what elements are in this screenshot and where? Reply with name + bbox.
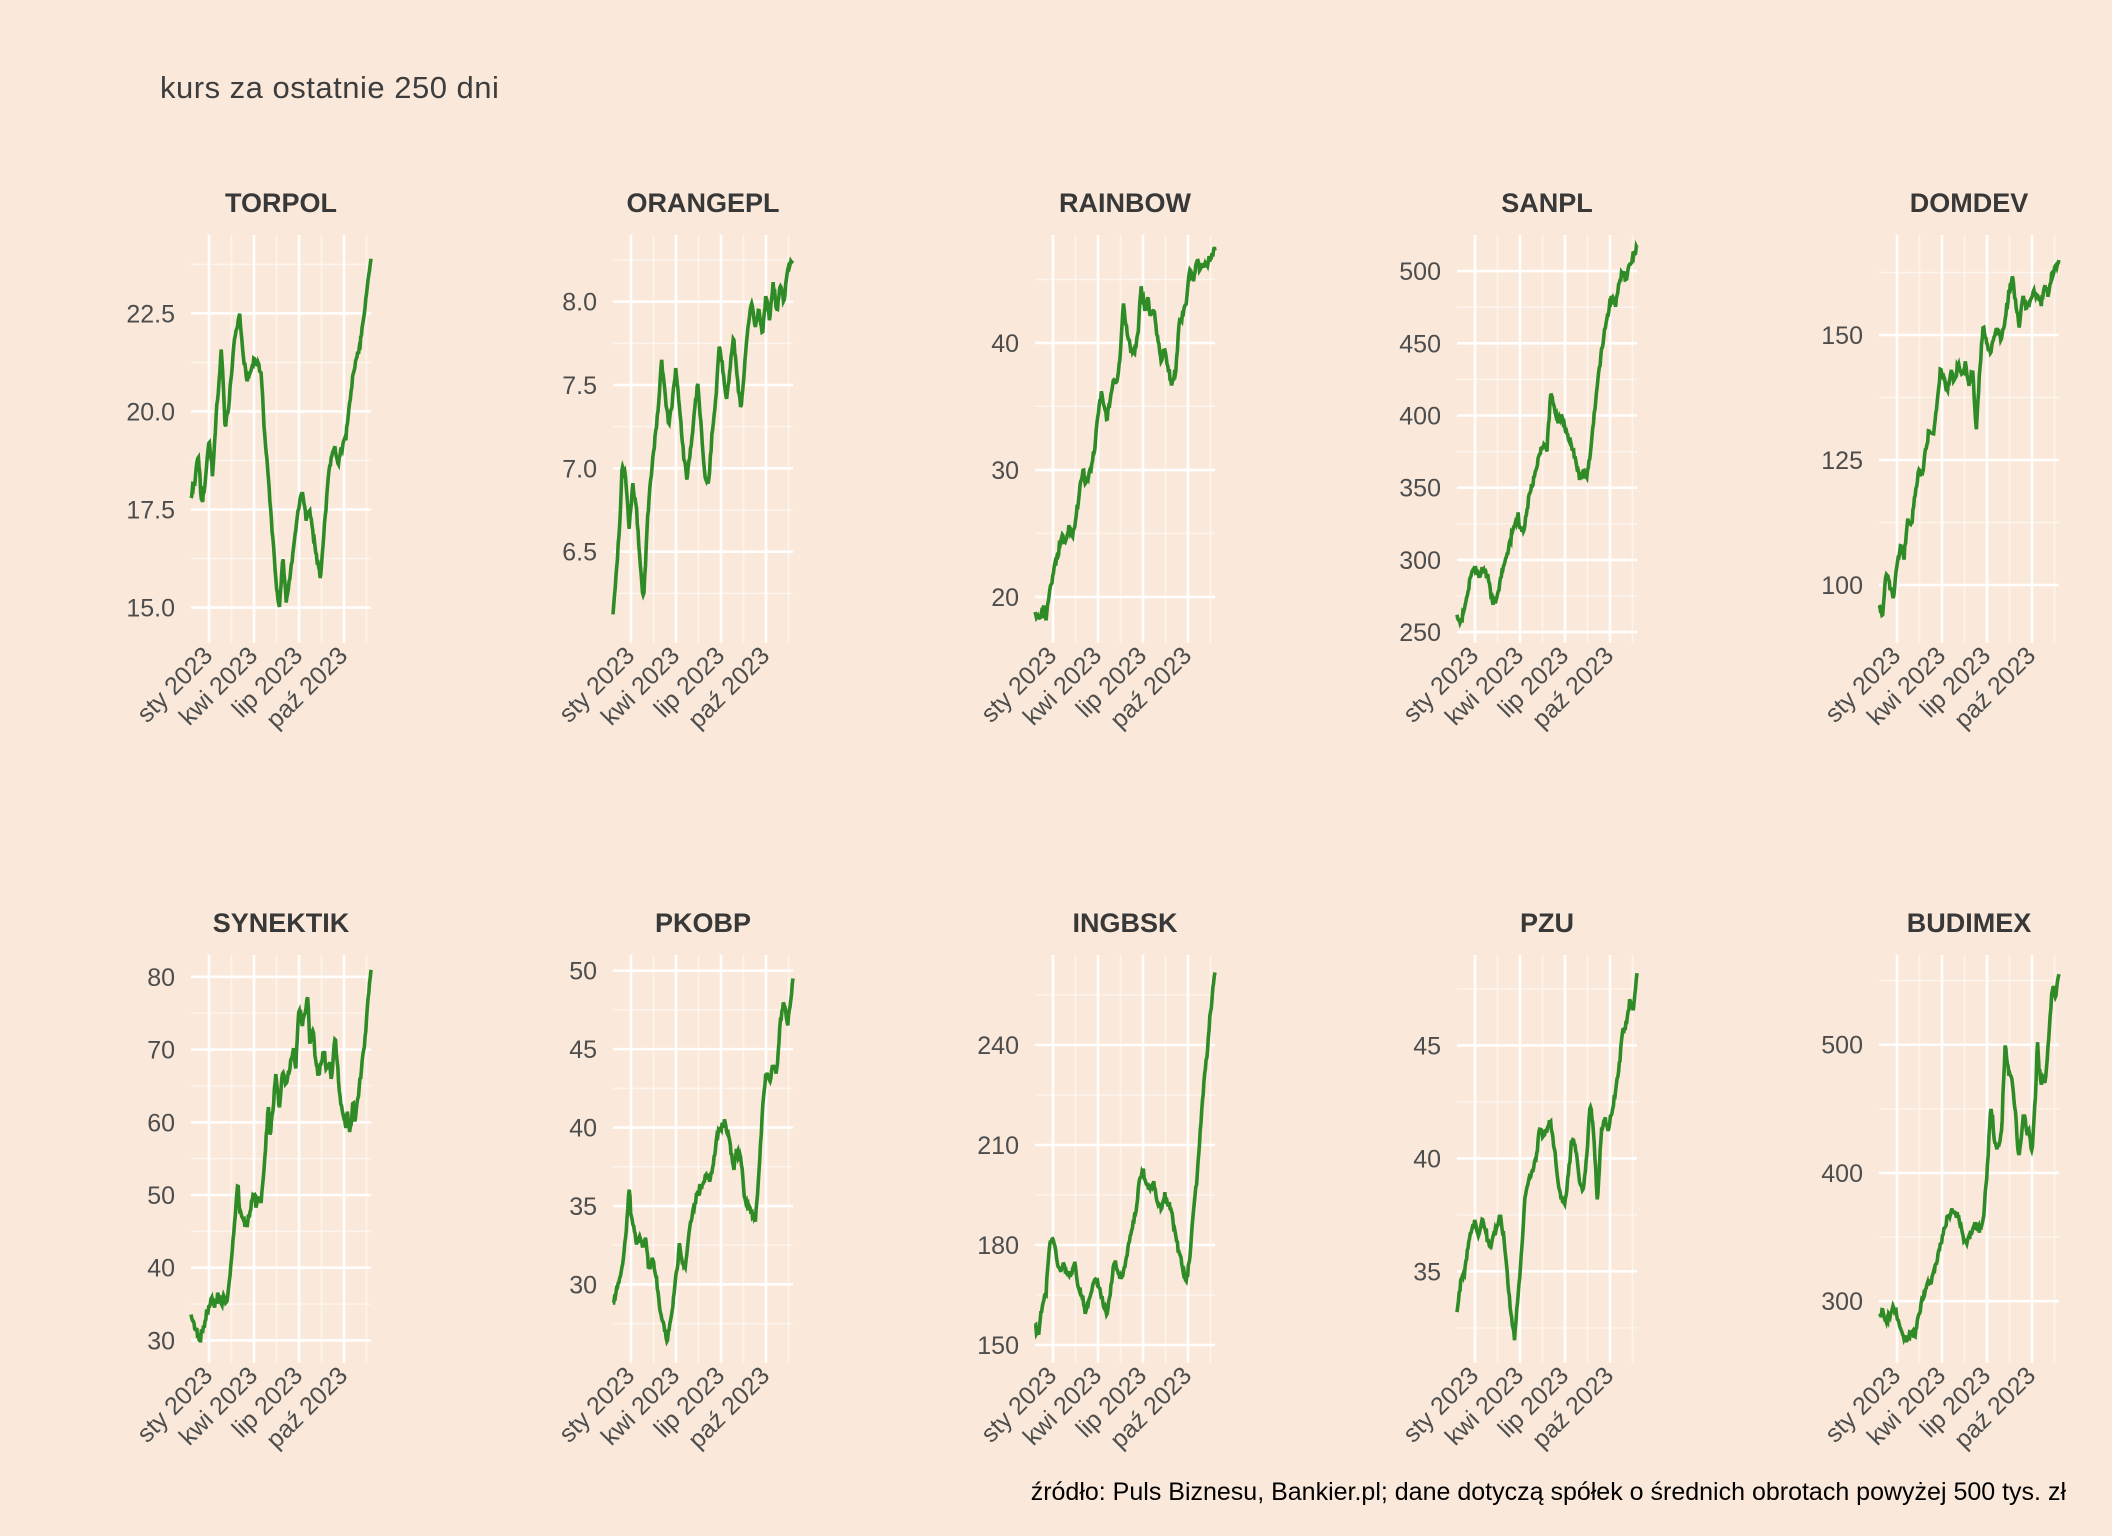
price-series-line (1877, 973, 2061, 1346)
y-axis-tick-label: 30 (569, 1271, 597, 1299)
chart-panel-domdev: DOMDEV 100 125 150 sty 2023 kwi 2023 lip 2023 p… (1689, 140, 2111, 740)
y-axis-tick-label: 400 (1399, 403, 1441, 431)
y-axis-tick-label: 6.5 (562, 539, 597, 567)
price-series-line (1033, 246, 1217, 623)
y-axis-tick-label: 500 (1399, 258, 1441, 286)
y-axis-tick-label: 100 (1821, 572, 1863, 600)
y-axis-tick-label: 450 (1399, 330, 1441, 358)
y-axis-tick-label: 300 (1821, 1288, 1863, 1316)
y-axis-tick-label: 15.0 (126, 595, 175, 623)
charts-row-2: SYNEKTIK 30 40 50 60 70 80 sty 2023 kwi 2023 lip … (1, 860, 2111, 1460)
price-series-line (611, 256, 795, 615)
y-axis-tick-label: 22.5 (126, 300, 175, 328)
chart-panel-synektik: SYNEKTIK 30 40 50 60 70 80 sty 2023 kwi 2023 lip … (1, 860, 423, 1460)
y-axis-tick-label: 240 (977, 1032, 1019, 1060)
y-axis-tick-label: 8.0 (562, 289, 597, 317)
y-axis-tick-label: 7.5 (562, 372, 597, 400)
y-axis-tick-label: 350 (1399, 475, 1441, 503)
price-series-line (1033, 972, 1217, 1340)
price-series-line (611, 978, 795, 1347)
y-axis-tick-label: 500 (1821, 1032, 1863, 1060)
chart-title: INGBSK (1072, 908, 1178, 938)
chart-title: PKOBP (655, 908, 751, 938)
y-axis-tick-label: 300 (1399, 547, 1441, 575)
charts-row-1: TORPOL 15.0 17.5 20.0 22.5 sty 2023 kwi 2023 li… (1, 140, 2111, 740)
chart-panel-pkobp: PKOBP 30 35 40 45 50 sty 2023 kwi 2023 lip 2023 p… (423, 860, 845, 1460)
y-axis-tick-label: 150 (977, 1332, 1019, 1360)
y-axis-tick-label: 40 (147, 1255, 175, 1283)
y-axis-tick-label: 45 (1413, 1032, 1441, 1060)
price-series-line (1877, 259, 2061, 619)
y-axis-tick-label: 45 (569, 1036, 597, 1064)
y-axis-tick-label: 50 (569, 958, 597, 986)
chart-title: SYNEKTIK (213, 908, 350, 938)
chart-title: TORPOL (225, 188, 337, 218)
chart-panel-rainbow: RAINBOW 20 30 40 sty 2023 kwi 2023 lip 2023 paź… (845, 140, 1267, 740)
chart-panel-budimex: BUDIMEX 300 400 500 sty 2023 kwi 2023 lip 2023… (1689, 860, 2111, 1460)
y-axis-tick-label: 60 (147, 1109, 175, 1137)
y-axis-tick-label: 400 (1821, 1160, 1863, 1188)
chart-title: DOMDEV (1910, 188, 2029, 218)
chart-title: SANPL (1501, 188, 1593, 218)
chart-title: RAINBOW (1059, 188, 1191, 218)
y-axis-tick-label: 80 (147, 964, 175, 992)
y-axis-tick-label: 210 (977, 1132, 1019, 1160)
y-axis-tick-label: 40 (1413, 1145, 1441, 1173)
y-axis-tick-label: 20.0 (126, 398, 175, 426)
price-series-line (189, 969, 373, 1343)
y-axis-tick-label: 70 (147, 1037, 175, 1065)
price-series-line (1455, 972, 1639, 1341)
chart-panel-pzu: PZU 35 40 45 sty 2023 kwi 2023 lip 2023 paź 202… (1267, 860, 1689, 1460)
chart-title: BUDIMEX (1907, 908, 2032, 938)
y-axis-tick-label: 30 (991, 457, 1019, 485)
price-series-line (189, 258, 373, 608)
chart-title: PZU (1520, 908, 1574, 938)
chart-panel-torpol: TORPOL 15.0 17.5 20.0 22.5 sty 2023 kwi 2023 li… (1, 140, 423, 740)
y-axis-tick-label: 250 (1399, 619, 1441, 647)
y-axis-tick-label: 17.5 (126, 497, 175, 525)
y-axis-tick-label: 7.0 (562, 455, 597, 483)
page-title: kurs za ostatnie 250 dni (160, 70, 500, 105)
chart-title: ORANGEPL (626, 188, 779, 218)
y-axis-tick-label: 35 (1413, 1258, 1441, 1286)
y-axis-tick-label: 20 (991, 584, 1019, 612)
price-series-line (1455, 239, 1639, 629)
chart-panel-sanpl: SANPL 250 300 350 400 450 500 sty 2023 kwi 2023 l… (1267, 140, 1689, 740)
y-axis-tick-label: 125 (1821, 447, 1863, 475)
y-axis-tick-label: 180 (977, 1232, 1019, 1260)
y-axis-tick-label: 40 (991, 330, 1019, 358)
chart-panel-orangepl: ORANGEPL 6.5 7.0 7.5 8.0 sty 2023 kwi 2023 lip … (423, 140, 845, 740)
y-axis-tick-label: 30 (147, 1327, 175, 1355)
y-axis-tick-label: 40 (569, 1115, 597, 1143)
y-axis-tick-label: 35 (569, 1193, 597, 1221)
source-note: źródło: Puls Biznesu, Bankier.pl; dane d… (1030, 1478, 2066, 1506)
y-axis-tick-label: 50 (147, 1182, 175, 1210)
y-axis-tick-label: 150 (1821, 322, 1863, 350)
chart-panel-ingbsk: INGBSK 150 180 210 240 sty 2023 kwi 2023 lip 20… (845, 860, 1267, 1460)
